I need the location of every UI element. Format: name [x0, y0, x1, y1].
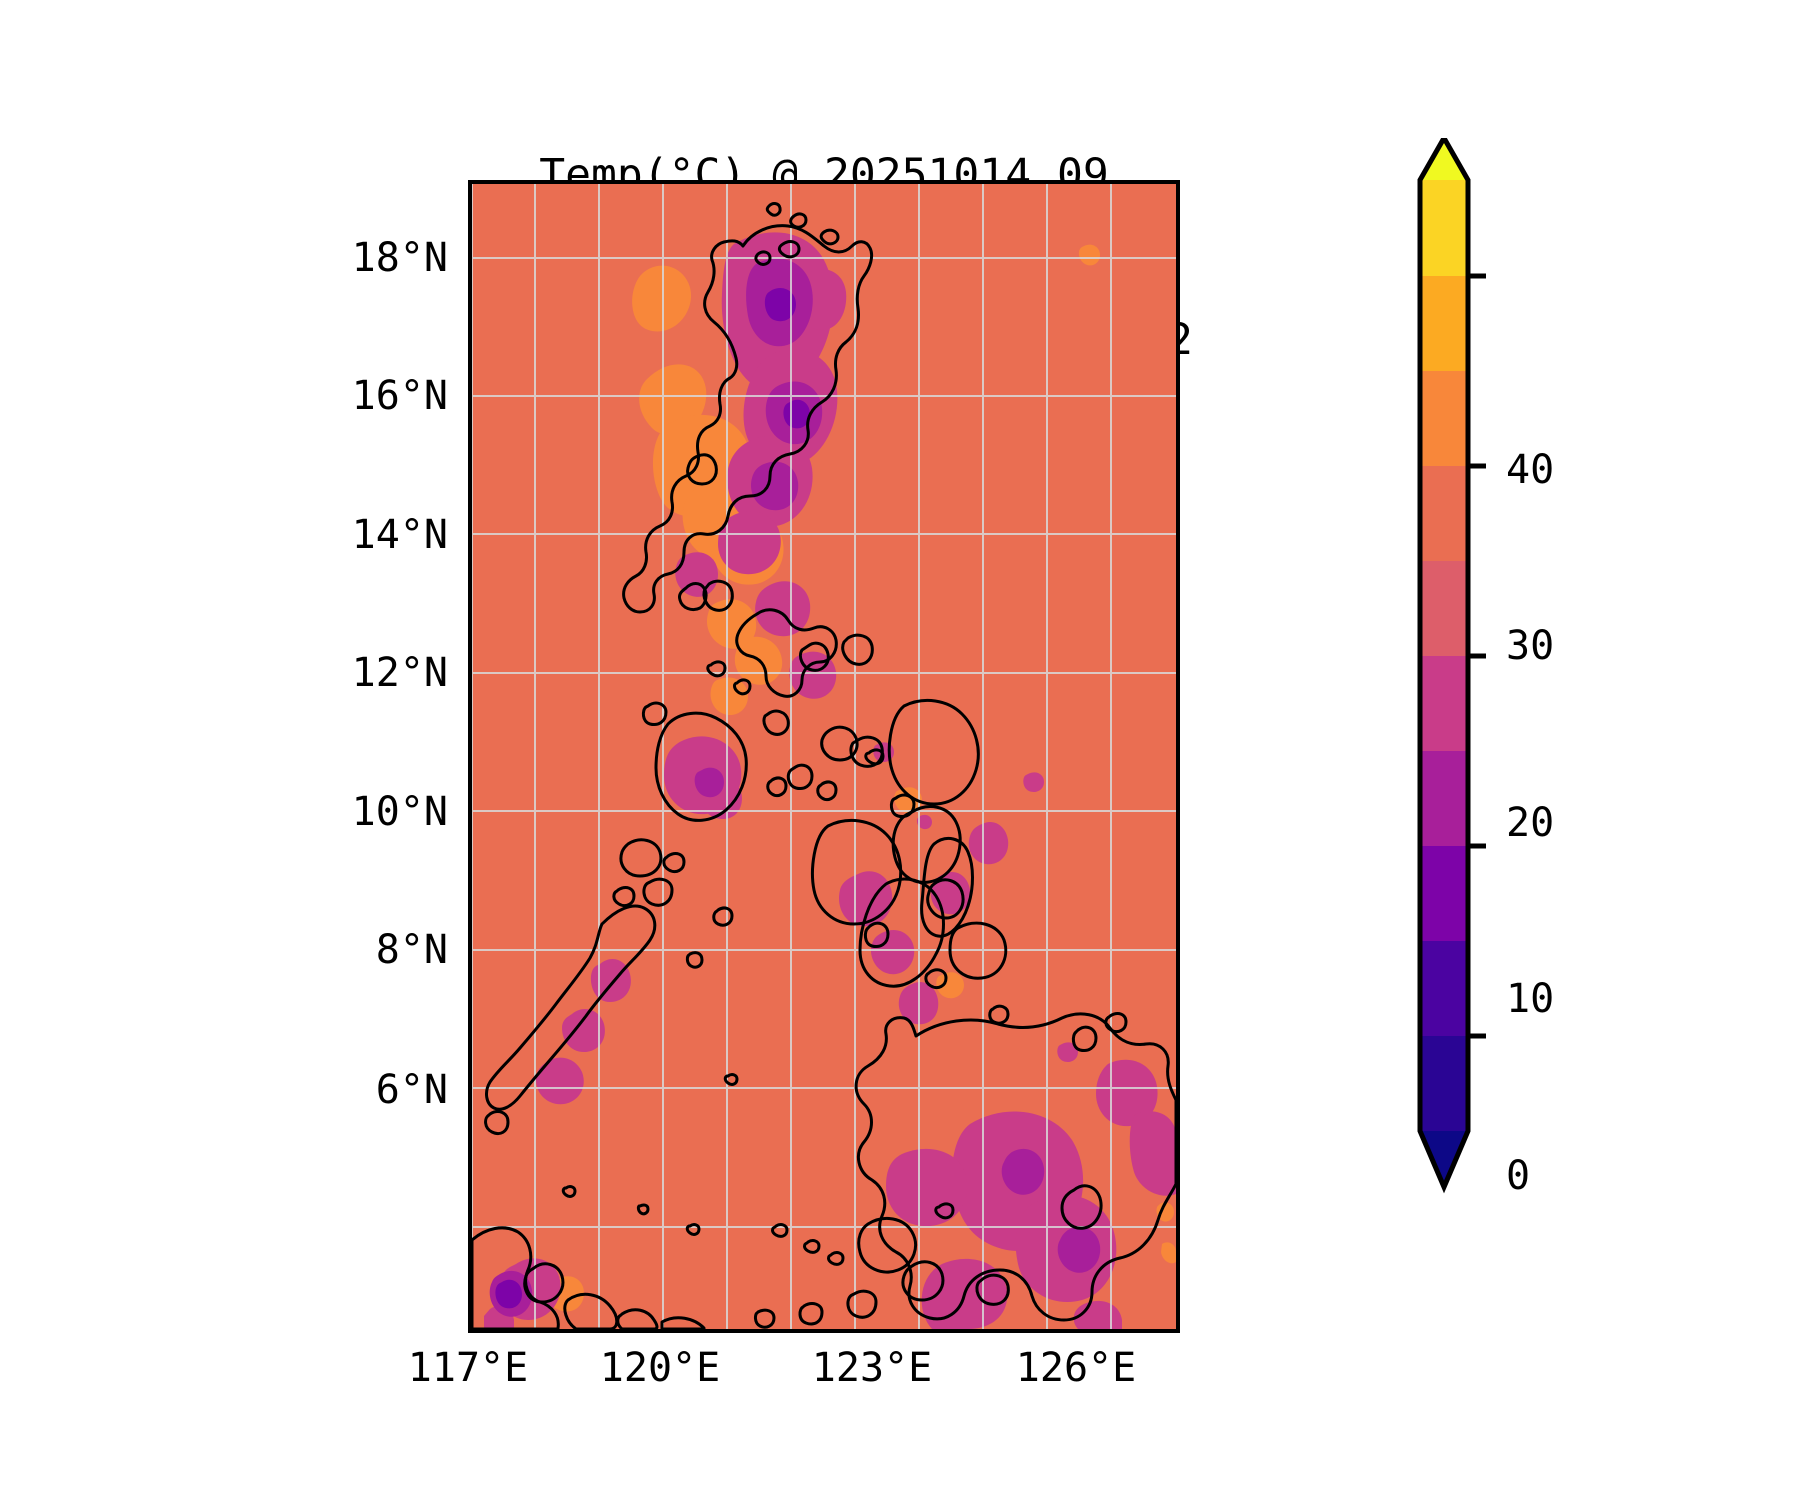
- ytick-label-16n: 16°N: [351, 373, 448, 419]
- colorbar-outline: [1417, 138, 1471, 1194]
- colorbar-tick-label-20: 20: [1506, 800, 1555, 846]
- colorbar-gradient: [1417, 138, 1486, 1194]
- colorbar-under-arrow: [1420, 1131, 1468, 1187]
- xtick-label-126e: 126°E: [1015, 1345, 1137, 1391]
- cb-band-25-30: [1420, 466, 1468, 561]
- cb-band-35-40: [1420, 276, 1468, 371]
- cb-band-5-10: [1420, 846, 1468, 941]
- map-plot-area: [472, 184, 1176, 1329]
- ytick-label-14n: 14°N: [351, 512, 448, 558]
- cb-band-30-35: [1420, 371, 1468, 466]
- colorbar-tick-label-40: 40: [1506, 447, 1555, 493]
- xtick-label-117e: 117°E: [407, 1345, 529, 1391]
- cb-band-40-45: [1420, 180, 1468, 276]
- xtick-label-120e: 120°E: [599, 1345, 721, 1391]
- cb-band-m5-0: [1420, 1036, 1468, 1131]
- xtick-label-123e: 123°E: [811, 1345, 933, 1391]
- map-gridlines: [472, 184, 1176, 1329]
- ytick-label-12n: 12°N: [351, 650, 448, 696]
- map-axes[interactable]: [468, 180, 1180, 1333]
- colorbar[interactable]: [1417, 138, 1486, 1333]
- ytick-label-10n: 10°N: [351, 789, 448, 835]
- colorbar-over-arrow: [1420, 138, 1468, 180]
- cb-band-20-25: [1420, 561, 1468, 656]
- colorbar-tick-label-0: 0: [1506, 1153, 1531, 1199]
- ytick-label-8n: 8°N: [375, 927, 448, 973]
- colorbar-ticks: [1468, 273, 1486, 1039]
- cb-band-0-5: [1420, 941, 1468, 1036]
- cb-band-10-15: [1420, 751, 1468, 846]
- ytick-label-6n: 6°N: [375, 1067, 448, 1113]
- temperature-contour-field: [472, 184, 1176, 1329]
- colorbar-tick-label-10: 10: [1506, 976, 1555, 1022]
- cb-band-15-20: [1420, 656, 1468, 751]
- coastline-overlay: [472, 202, 1176, 1329]
- ytick-label-18n: 18°N: [351, 235, 448, 281]
- colorbar-tick-label-30: 30: [1506, 623, 1555, 669]
